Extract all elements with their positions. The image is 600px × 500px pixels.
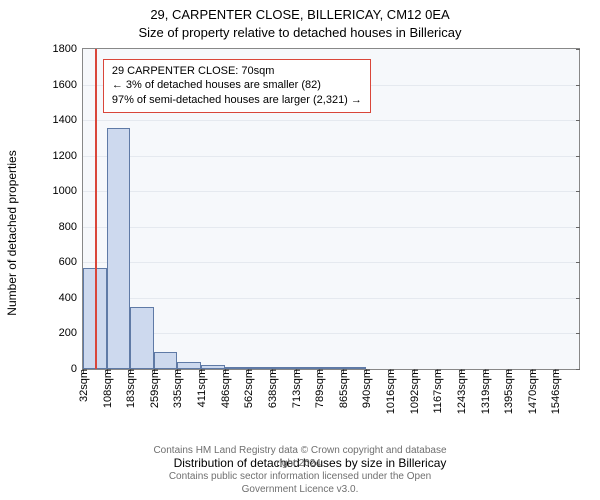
ytick-label: 1200 [53, 150, 83, 162]
subtitle: Size of property relative to detached ho… [0, 24, 600, 42]
legend-box: 29 CARPENTER CLOSE: 70sqm ← 3% of detach… [103, 59, 371, 114]
gridline [83, 298, 579, 299]
legend-line-3: 97% of semi-detached houses are larger (… [112, 93, 362, 108]
xtick-label: 1546sqm [548, 369, 562, 414]
ytick-label: 1800 [53, 43, 83, 55]
xtick-label: 1319sqm [478, 369, 492, 414]
ytick-label: 1000 [53, 185, 83, 197]
gridline [83, 227, 579, 228]
ytick-label: 800 [59, 221, 83, 233]
chart-header: 29, CARPENTER CLOSE, BILLERICAY, CM12 0E… [0, 0, 600, 41]
xtick-label: 713sqm [289, 369, 303, 408]
plot-area: 02004006008001000120014001600180032sqm10… [82, 48, 580, 370]
histogram-bar [107, 128, 131, 369]
ytick-label: 600 [59, 256, 83, 268]
attribution-footer: Contains HM Land Registry data © Crown c… [150, 444, 450, 496]
ytick-mark [576, 120, 580, 121]
marker-line [95, 49, 97, 369]
ytick-label: 400 [59, 292, 83, 304]
xtick-label: 108sqm [100, 369, 114, 408]
ytick-mark [576, 49, 580, 50]
xtick-label: 940sqm [359, 369, 373, 408]
legend-line-1: 29 CARPENTER CLOSE: 70sqm [112, 64, 362, 79]
address-title: 29, CARPENTER CLOSE, BILLERICAY, CM12 0E… [0, 6, 600, 24]
xtick-label: 259sqm [147, 369, 161, 408]
ytick-mark [576, 156, 580, 157]
gridline [83, 156, 579, 157]
histogram-bar [177, 362, 201, 369]
ytick-mark [576, 85, 580, 86]
ytick-mark [576, 191, 580, 192]
xtick-label: 411sqm [194, 369, 208, 407]
xtick-label: 789sqm [312, 369, 326, 408]
gridline [83, 191, 579, 192]
gridline [83, 120, 579, 121]
ytick-mark [576, 262, 580, 263]
xtick-label: 1016sqm [383, 369, 397, 414]
xtick-label: 486sqm [218, 369, 232, 408]
ytick-label: 200 [59, 327, 83, 339]
xtick-label: 1167sqm [430, 369, 444, 413]
gridline [83, 333, 579, 334]
ytick-mark [576, 333, 580, 334]
ytick-mark [576, 298, 580, 299]
xtick-label: 1470sqm [525, 369, 539, 414]
ytick-mark [576, 369, 580, 370]
xtick-label: 1092sqm [407, 369, 421, 414]
xtick-label: 1243sqm [454, 369, 468, 414]
xtick-label: 865sqm [336, 369, 350, 408]
footer-line-1: Contains HM Land Registry data © Crown c… [150, 444, 450, 470]
xtick-label: 183sqm [123, 369, 137, 408]
xtick-label: 1395sqm [501, 369, 515, 414]
y-axis-label: Number of detached properties [5, 150, 19, 315]
legend-line-2: ← 3% of detached houses are smaller (82) [112, 78, 362, 93]
histogram-bar [154, 352, 178, 369]
xtick-label: 638sqm [265, 369, 279, 408]
gridline [83, 262, 579, 263]
ytick-mark [576, 227, 580, 228]
chart-container: Number of detached properties 0200400600… [40, 48, 580, 418]
footer-line-2: Contains public sector information licen… [150, 470, 450, 496]
xtick-label: 32sqm [76, 369, 90, 402]
xtick-label: 335sqm [170, 369, 184, 408]
xtick-label: 562sqm [241, 369, 255, 408]
ytick-label: 1400 [53, 114, 83, 126]
ytick-label: 1600 [53, 79, 83, 91]
histogram-bar [130, 307, 154, 369]
